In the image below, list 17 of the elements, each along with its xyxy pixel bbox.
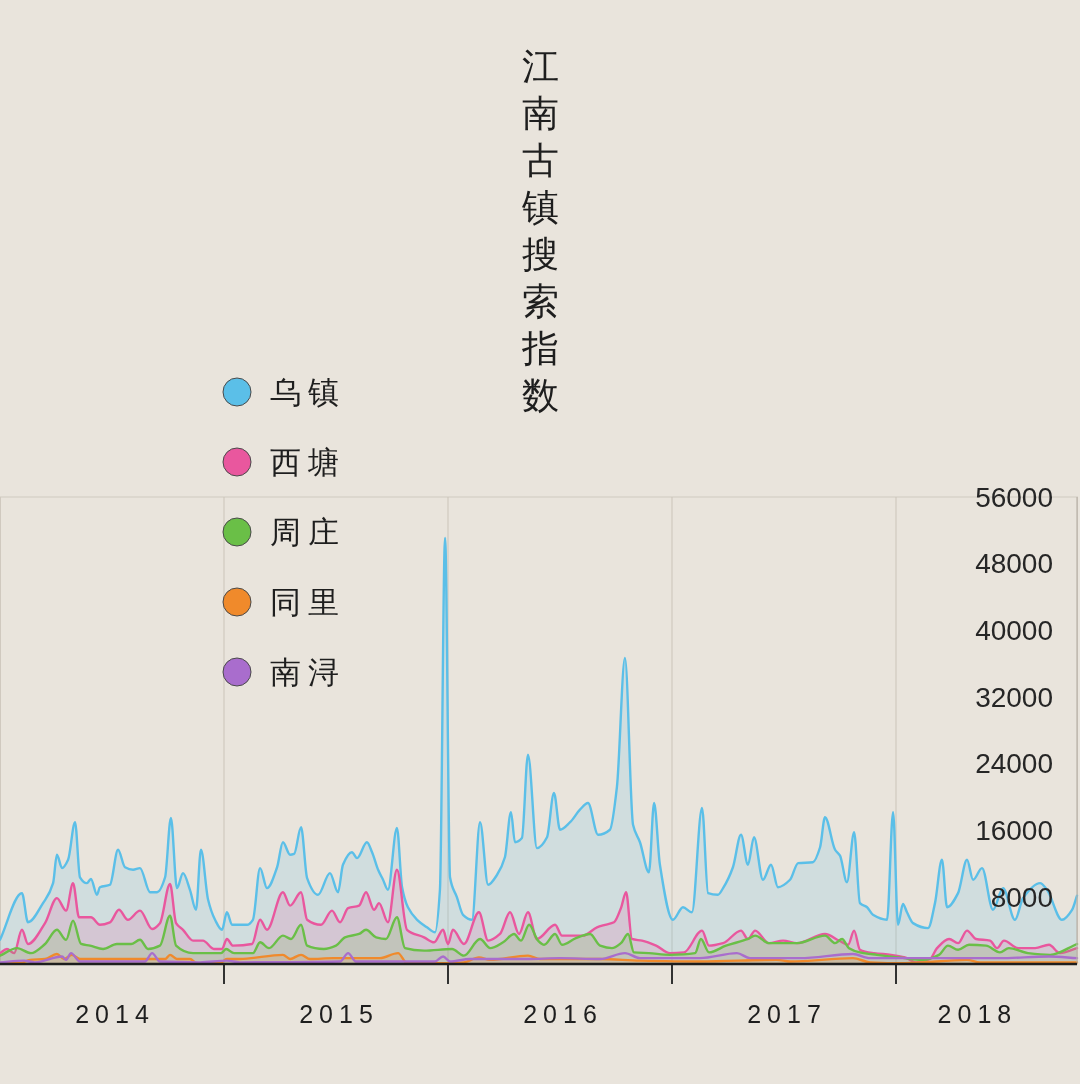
y-tick-label: 24000 <box>975 748 1053 780</box>
x-tick-label: 2014 <box>75 1000 155 1028</box>
legend-label: 乌镇 <box>270 374 346 410</box>
y-tick-label: 56000 <box>975 481 1053 513</box>
legend-label: 周庄 <box>270 514 346 550</box>
chart-title: 江南古镇搜索指数 <box>520 43 560 419</box>
y-tick-label: 32000 <box>975 681 1053 713</box>
x-tick-label: 2016 <box>523 1000 603 1028</box>
legend-label: 西塘 <box>270 444 346 480</box>
x-tick-label: 2018 <box>937 1000 1018 1028</box>
legend-label: 南浔 <box>270 654 346 690</box>
x-tick-label: 2017 <box>747 1000 827 1028</box>
legend-label: 同里 <box>270 584 346 620</box>
x-tick-label: 2015 <box>299 1000 379 1028</box>
y-tick-label: 40000 <box>975 614 1053 646</box>
y-tick-label: 16000 <box>975 815 1053 847</box>
y-tick-label: 48000 <box>975 548 1053 580</box>
